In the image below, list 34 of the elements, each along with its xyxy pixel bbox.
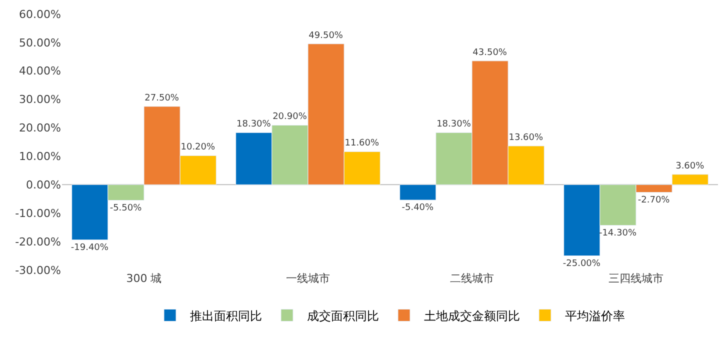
y-tick-label: 0.00% [26,178,61,192]
legend-label: 土地成交金额同比 [424,308,520,323]
data-label: -19.40% [70,242,109,253]
x-tick-label: 一线城市 [286,272,330,285]
data-label: -5.40% [402,203,434,214]
x-tick-label: 300 城 [126,272,162,285]
data-label: 20.90% [272,112,308,122]
legend-label: 平均溢价率 [565,308,625,323]
data-label: 10.20% [180,142,216,153]
legend-label: 推出面积同比 [190,308,262,323]
y-tick-label: 30.00% [19,93,61,106]
y-tick-label: 20.00% [19,122,61,135]
x-tick-label: 三四线城市 [608,272,664,285]
data-label: 18.30% [236,120,272,130]
data-label: -5.50% [110,203,142,214]
data-label: 18.30% [436,120,472,130]
data-label: -14.30% [598,228,637,238]
data-label: 27.50% [144,93,180,104]
data-label: -2.70% [638,195,670,206]
legend-label: 成交面积同比 [307,308,379,323]
data-label: -25.00% [562,258,601,269]
y-tick-label: -10.00% [15,206,61,220]
y-tick-label: -20.00% [15,235,61,248]
y-tick-label: 60.00% [19,8,61,21]
x-tick-label: 二线城市 [450,272,494,285]
data-label: 49.50% [308,30,344,41]
data-label: 11.60% [344,138,380,149]
y-tick-label: 10.00% [19,150,61,164]
data-label: 3.60% [676,161,705,172]
data-label: 43.50% [472,48,508,58]
y-tick-label: -30.00% [15,264,61,277]
y-tick-label: 50.00% [19,36,61,50]
y-tick-label: 40.00% [19,64,61,78]
data-label: 13.60% [508,132,544,143]
